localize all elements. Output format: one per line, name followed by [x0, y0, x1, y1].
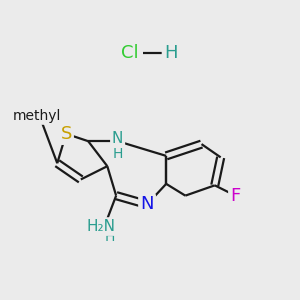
Text: H: H: [112, 147, 123, 161]
Text: N: N: [112, 131, 123, 146]
Text: methyl: methyl: [13, 109, 61, 123]
Text: S: S: [60, 125, 72, 143]
Text: H: H: [105, 230, 116, 244]
Text: F: F: [230, 187, 241, 205]
Text: H: H: [164, 44, 177, 62]
Text: Cl: Cl: [121, 44, 138, 62]
Text: H₂N: H₂N: [87, 219, 116, 234]
Text: N: N: [140, 196, 154, 214]
